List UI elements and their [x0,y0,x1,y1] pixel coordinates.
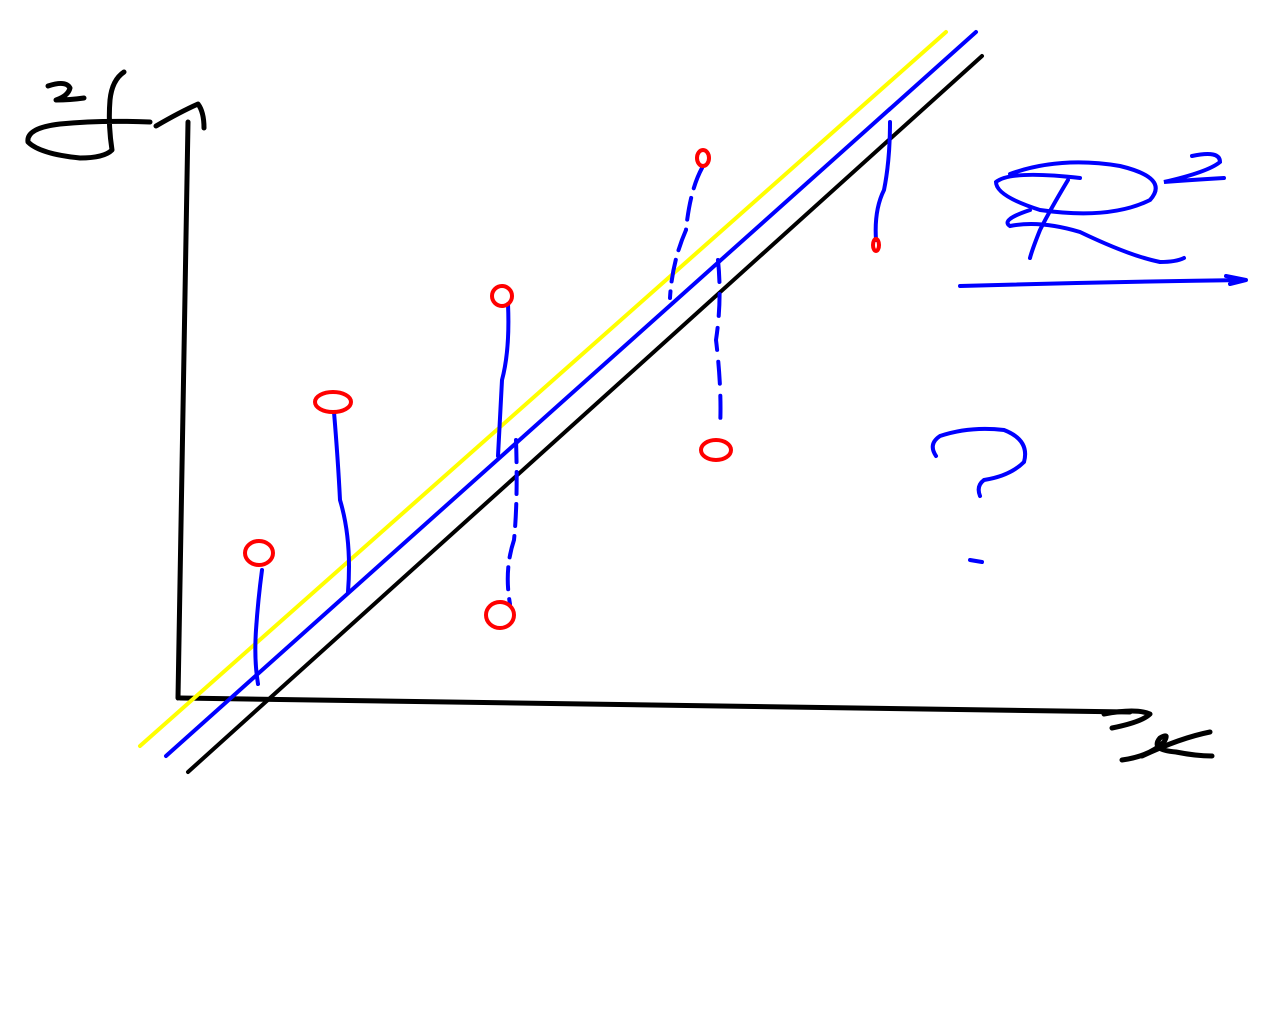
x-axis [177,695,1153,731]
data-point-5 [695,148,711,168]
data-point-4 [484,600,516,630]
data-point-1 [243,539,275,567]
underline-arrow-right-icon [958,274,1248,288]
fit-line-black [186,54,984,774]
question-mark: ? [930,426,1027,564]
data-point-3 [490,284,514,308]
fit-line-blue [164,30,978,758]
r-leg [1005,208,1186,265]
data-point-2 [313,390,353,414]
y-axis-arrowhead-icon [153,101,207,131]
y-axis [153,101,207,701]
data-point-7 [871,237,881,253]
x-axis-line [177,695,1133,715]
fit-line-yellow [138,30,948,748]
y-axis-line [175,119,191,701]
residual-6 [713,258,723,430]
residual-1 [253,568,264,686]
y-axis-label-text: y [60,129,61,131]
r-squared-annotation: R² [993,152,1226,265]
data-points [243,148,881,630]
x-axis-arrowhead-icon [1101,708,1153,731]
x-axis-label: x [1119,729,1215,763]
residual-7 [873,120,892,242]
data-point-6 [699,438,733,462]
question-text: ? [980,499,981,501]
residual-4 [505,438,519,606]
question-hook [930,426,1027,498]
y-axis-label: y [25,69,153,161]
superscript-two [1163,152,1226,184]
r-stem [1028,178,1070,260]
residual-2 [332,410,351,594]
question-dot [968,558,984,564]
residual-5 [668,166,704,300]
r-squared-text: R² [1080,218,1082,221]
r-loop [993,160,1158,216]
residuals [253,120,892,686]
residual-3 [496,302,511,458]
